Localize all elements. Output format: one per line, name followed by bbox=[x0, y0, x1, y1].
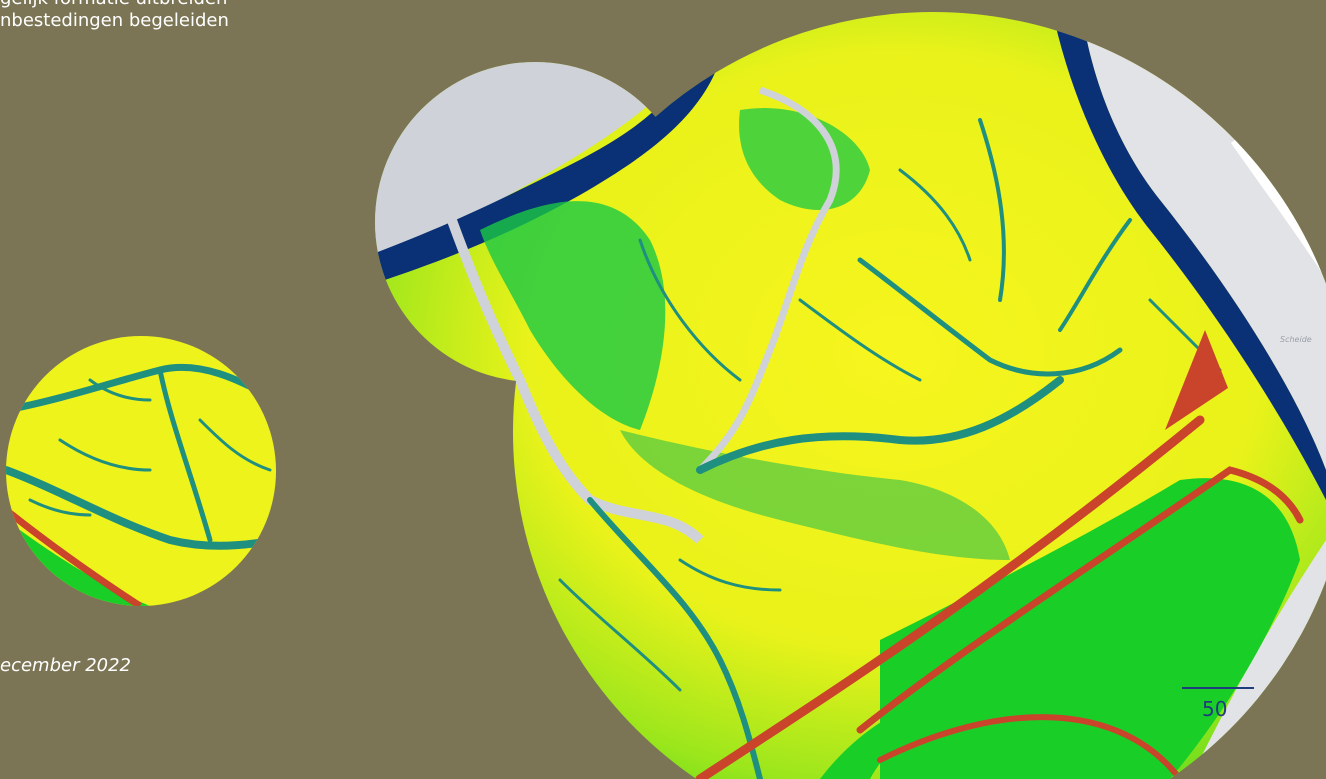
date-caption: ecember 2022 bbox=[0, 655, 132, 676]
small-map-view bbox=[6, 336, 276, 606]
intro-text: gelijk formatie uitbreiden nbestedingen … bbox=[0, 0, 229, 32]
large-map-view bbox=[375, 12, 1326, 779]
page-number-rule bbox=[1182, 687, 1254, 689]
intro-line-2: nbestedingen begeleiden bbox=[0, 10, 229, 31]
intro-line-1: gelijk formatie uitbreiden bbox=[0, 0, 229, 10]
map-place-label: Scheide bbox=[1280, 335, 1312, 344]
creek-network bbox=[558, 118, 1222, 779]
dike-lines bbox=[695, 415, 1304, 779]
page-number: 50 bbox=[1202, 697, 1228, 721]
dike-outlet-shape bbox=[1165, 330, 1228, 430]
